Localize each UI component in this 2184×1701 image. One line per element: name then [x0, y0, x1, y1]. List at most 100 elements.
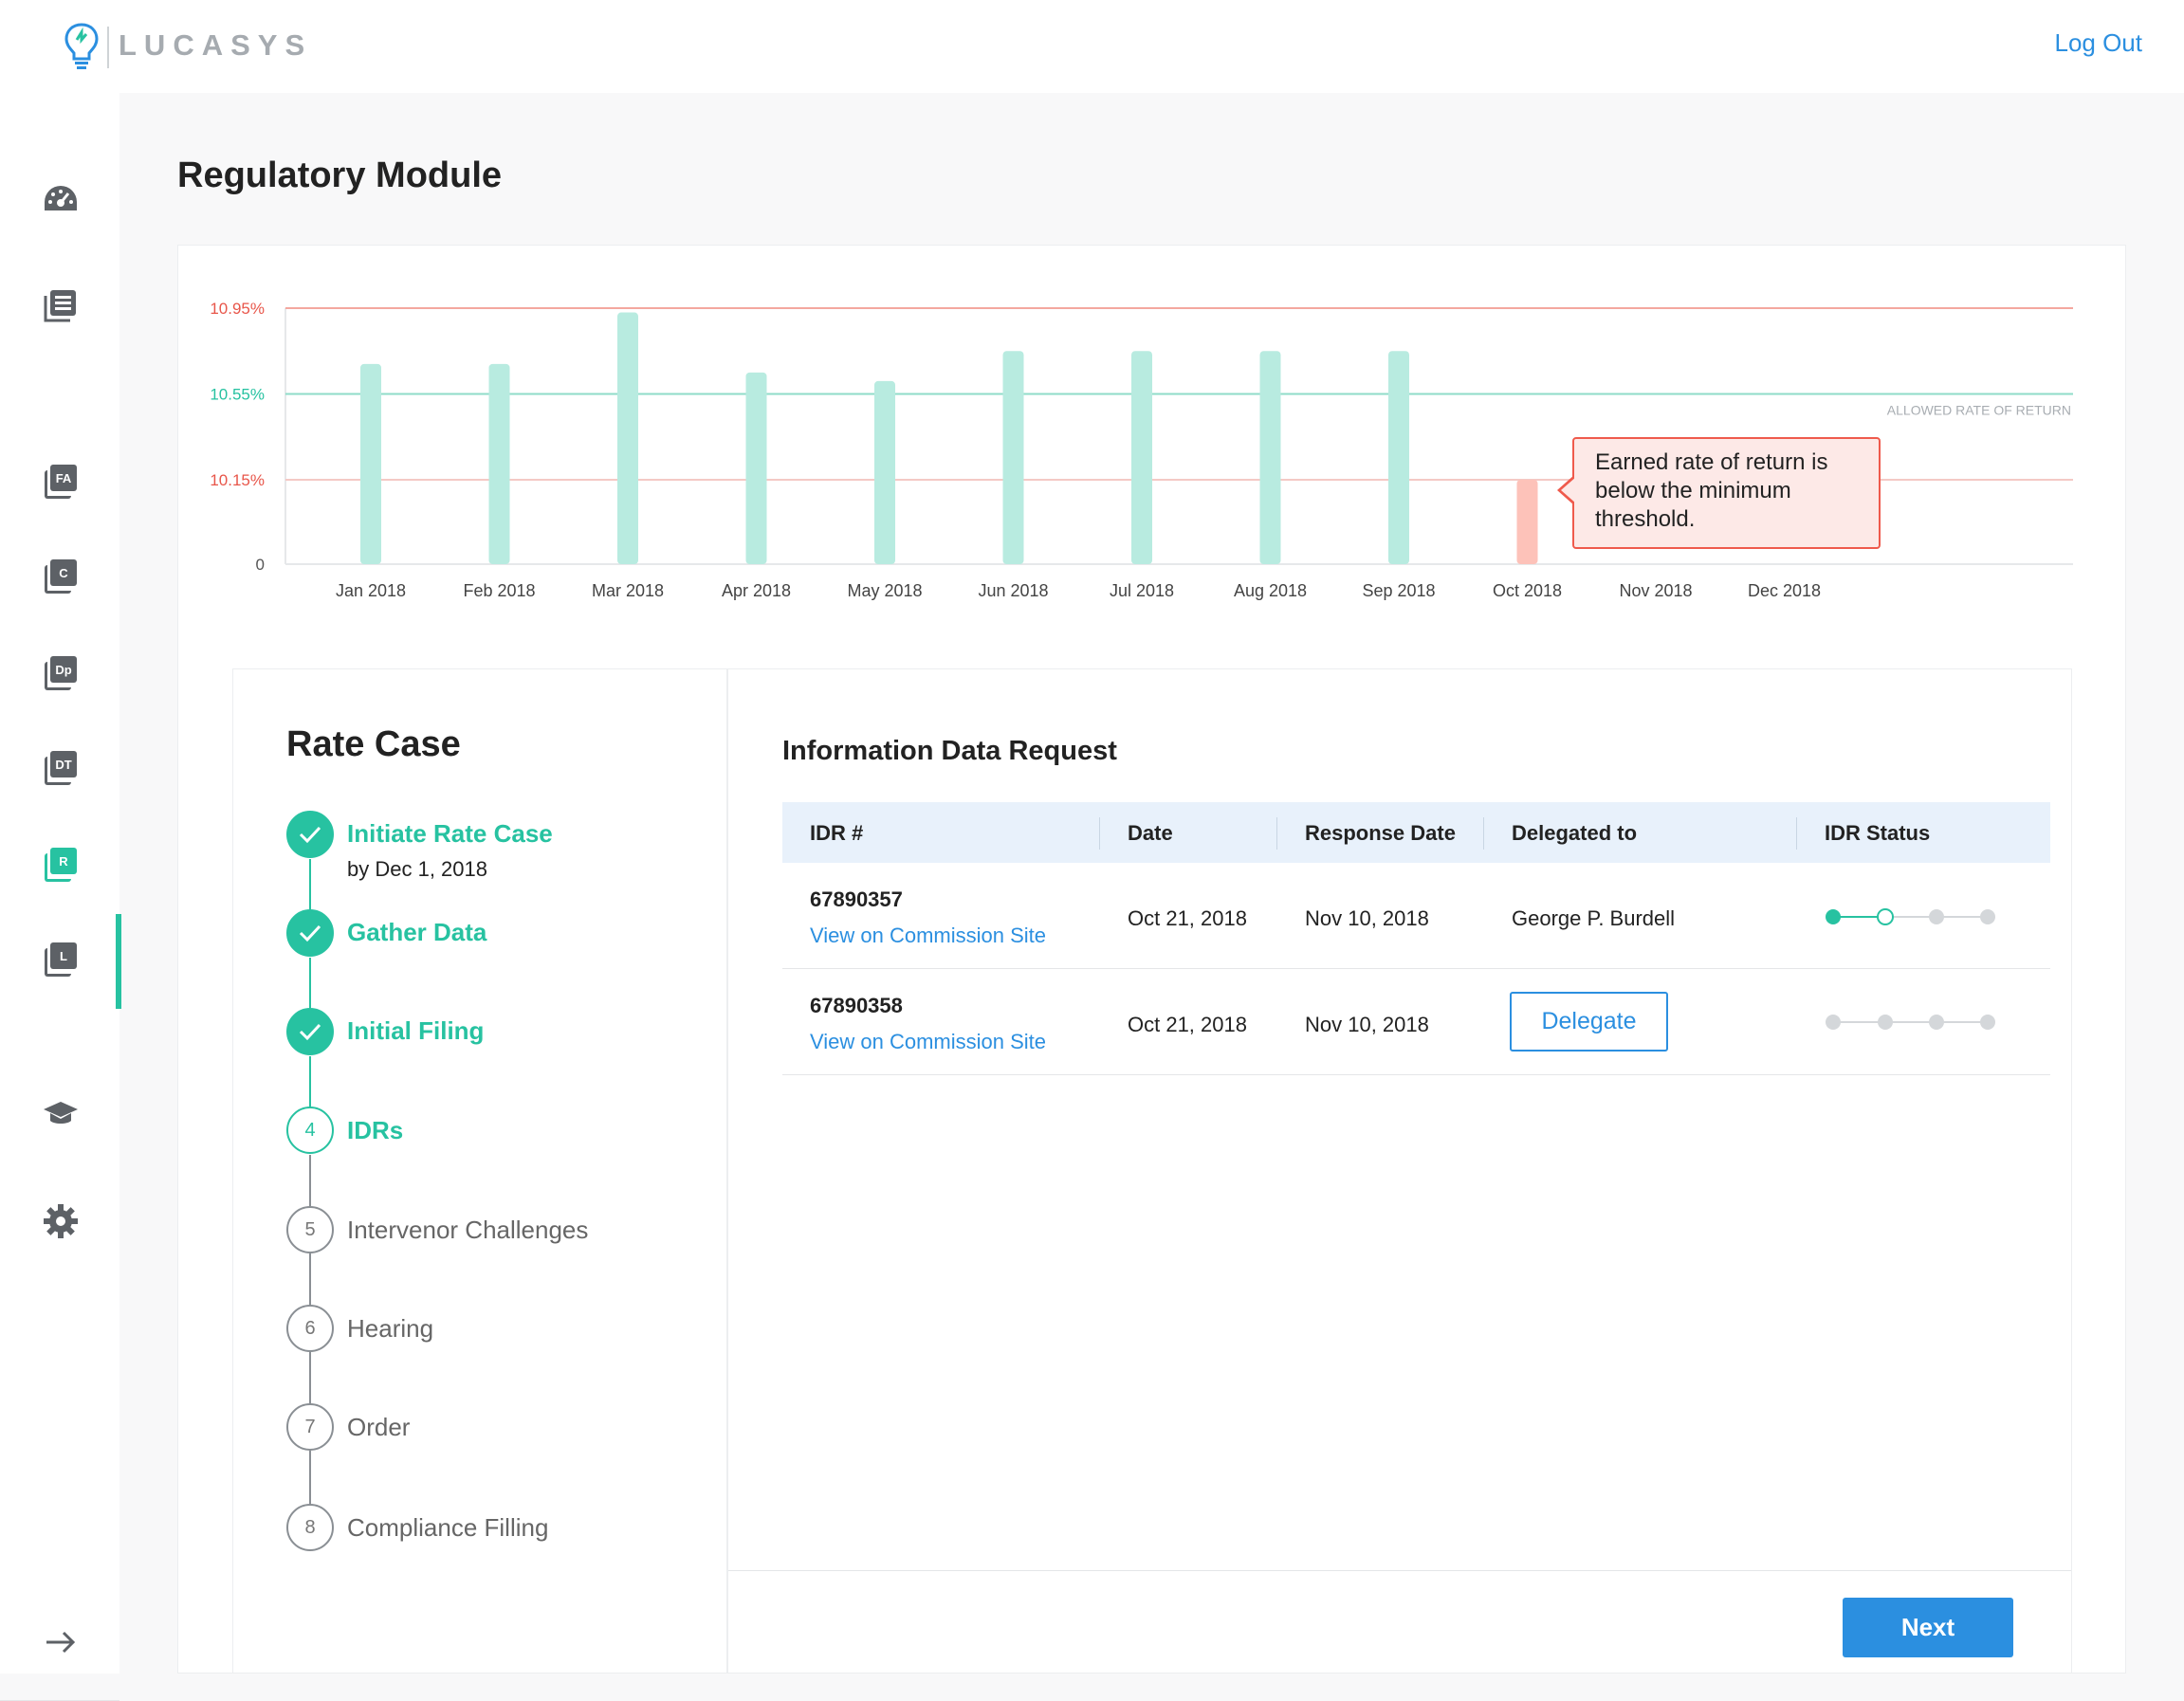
active-nav-indicator [116, 914, 121, 1009]
step-initiate-rate-case[interactable]: Initiate Rate Case [347, 819, 553, 848]
step-connector [309, 1352, 311, 1426]
delegate-button[interactable]: Delegate [1510, 992, 1668, 1052]
rate-case-title: Rate Case [286, 724, 461, 764]
logo-divider [107, 27, 109, 68]
sidebar-item-settings[interactable] [38, 1198, 83, 1244]
x-tick-label: Jul 2018 [1110, 581, 1174, 600]
x-tick-label: Sep 2018 [1362, 581, 1435, 600]
x-tick-label: Jan 2018 [336, 581, 406, 600]
step-connector [309, 1253, 311, 1327]
y-tick-label: 0 [256, 556, 265, 574]
idr-response-date: Nov 10, 2018 [1305, 906, 1429, 930]
column-header-date[interactable]: Date [1128, 821, 1173, 845]
sidebar-item-c[interactable]: C [38, 554, 83, 599]
step-2-check-icon [286, 909, 334, 957]
step-connector [309, 1155, 311, 1229]
idr-table-header [782, 802, 2050, 863]
top-bar: LUCASYS Log Out [0, 0, 2184, 93]
x-tick-label: Jun 2018 [978, 581, 1048, 600]
step-connector [309, 1451, 311, 1525]
y-tick-label: 10.15% [210, 471, 265, 489]
bar-sep-2018 [1388, 351, 1409, 564]
bar-apr-2018 [745, 372, 767, 564]
sidebar-item-dt[interactable]: DT [38, 745, 83, 791]
idr-response-date: Nov 10, 2018 [1305, 1013, 1429, 1036]
column-divider [1099, 817, 1100, 850]
column-divider [1483, 817, 1484, 850]
allowed-rate-label: ALLOWED RATE OF RETURN [1887, 403, 2071, 418]
brand-name: LUCASYS [119, 28, 313, 62]
l-module-icon: L [45, 942, 77, 977]
sidebar-collapse-button[interactable] [38, 1619, 83, 1665]
step-8-number: 8 [286, 1504, 334, 1551]
gear-icon [44, 1204, 78, 1238]
row-divider [782, 1074, 2050, 1075]
sidebar-item-l[interactable]: L [38, 937, 83, 982]
idr-delegated-to: George P. Burdell [1512, 906, 1676, 930]
step-initiate-due-date: by Dec 1, 2018 [347, 857, 487, 881]
bar-mar-2018 [617, 312, 638, 564]
sidebar-item-dp[interactable]: Dp [38, 650, 83, 696]
c-module-icon: C [45, 559, 77, 594]
column-header-idr[interactable]: IDR # [810, 821, 864, 845]
step-7-number: 7 [286, 1403, 334, 1451]
panel-footer-divider [728, 1570, 2071, 1571]
idr-title: Information Data Request [782, 736, 1117, 766]
step-connector [309, 1056, 311, 1130]
sidebar: FA C Dp DT R L [0, 93, 121, 1701]
step-6-number: 6 [286, 1305, 334, 1352]
row-divider [782, 968, 2050, 969]
bar-jun-2018 [1002, 351, 1024, 564]
y-tick-label: 10.95% [210, 300, 265, 318]
step-hearing[interactable]: Hearing [347, 1314, 434, 1343]
sidebar-item-reports[interactable] [38, 283, 83, 328]
x-tick-label: Nov 2018 [1619, 581, 1692, 600]
sidebar-item-learning[interactable] [38, 1090, 83, 1136]
rate-of-return-chart: ALLOWED RATE OF RETURN 10.95% 10.55% 10.15%… [210, 300, 2073, 600]
lightbulb-logo-icon [64, 23, 99, 69]
step-connector [309, 859, 311, 933]
dp-module-icon: Dp [45, 656, 77, 690]
x-tick-label: Feb 2018 [463, 581, 535, 600]
log-out-link[interactable]: Log Out [2054, 28, 2142, 57]
step-gather-data[interactable]: Gather Data [347, 918, 487, 946]
fa-module-icon: FA [45, 465, 77, 499]
y-tick-label: 10.55% [210, 386, 265, 404]
step-4-number: 4 [286, 1107, 334, 1154]
bar-aug-2018 [1259, 351, 1281, 564]
step-intervenor-challenges[interactable]: Intervenor Challenges [347, 1216, 589, 1244]
idr-date: Oct 21, 2018 [1128, 906, 1247, 930]
idr-status-progress [1826, 1015, 1995, 1030]
page-title: Regulatory Module [177, 155, 503, 195]
bar-may-2018 [874, 380, 895, 564]
bar-oct-2018 [1516, 480, 1538, 564]
column-header-idr-status[interactable]: IDR Status [1825, 821, 1931, 845]
x-tick-label: Oct 2018 [1493, 581, 1562, 600]
column-header-response-date[interactable]: Response Date [1305, 821, 1456, 845]
list-icon [44, 290, 76, 322]
bar-jan-2018 [360, 363, 381, 564]
sidebar-item-dashboard[interactable] [38, 176, 83, 222]
column-header-delegated-to[interactable]: Delegated to [1512, 821, 1638, 845]
x-tick-label: May 2018 [847, 581, 922, 600]
view-on-commission-site-link[interactable]: View on Commission Site [810, 1030, 1047, 1053]
sidebar-item-r[interactable]: R [38, 842, 83, 887]
step-compliance-filling[interactable]: Compliance Filling [347, 1513, 549, 1542]
idr-number: 67890358 [810, 994, 903, 1017]
r-module-icon: R [45, 848, 77, 882]
view-on-commission-site-link[interactable]: View on Commission Site [810, 924, 1047, 947]
next-button[interactable]: Next [1843, 1598, 2013, 1657]
step-order[interactable]: Order [347, 1413, 411, 1441]
step-connector [309, 958, 311, 1032]
graduation-cap-icon [44, 1102, 78, 1124]
sidebar-item-fa[interactable]: FA [38, 459, 83, 504]
step-idrs[interactable]: IDRs [347, 1116, 404, 1144]
arrow-right-icon [46, 1631, 76, 1654]
dashboard-icon [45, 186, 77, 210]
step-initial-filing[interactable]: Initial Filing [347, 1016, 485, 1045]
threshold-alert-tooltip: Earned rate of return is below the minim… [1557, 437, 1881, 549]
column-divider [1276, 817, 1277, 850]
x-tick-label: Dec 2018 [1748, 581, 1821, 600]
step-1-check-icon [286, 811, 334, 858]
column-divider [1796, 817, 1797, 850]
